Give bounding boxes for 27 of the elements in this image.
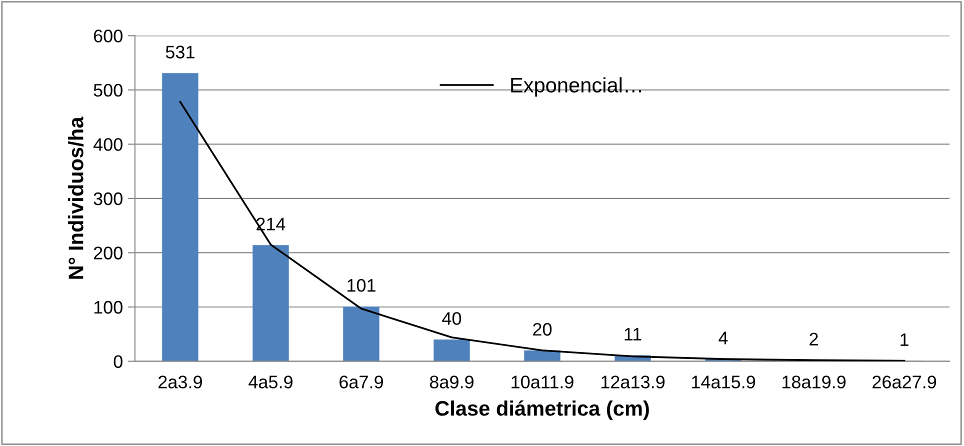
data-label: 11 [624, 328, 642, 340]
y-tick-label: 400 [93, 138, 122, 151]
x-axis-title: Clase diámetrica (cm) [435, 400, 649, 420]
data-label: 531 [166, 46, 194, 58]
data-label: 2 [810, 332, 818, 346]
data-label: 1 [900, 333, 908, 346]
legend-label: Exponencial… [511, 77, 641, 97]
y-tick-label: 500 [94, 84, 122, 97]
x-tick-label: 10a11.9 [512, 376, 574, 388]
x-tick-label: 26a27.9 [872, 376, 936, 388]
x-tick-label: 2a3.9 [158, 376, 202, 388]
x-tick-label: 14a15.9 [692, 376, 756, 388]
data-label: 40 [442, 312, 462, 325]
data-label: 101 [348, 278, 376, 292]
x-tick-label: 18a19.9 [782, 376, 846, 388]
y-tick-label: 600 [94, 30, 122, 42]
y-tick-label: 200 [94, 246, 122, 260]
x-tick-label: 12a13.9 [602, 376, 665, 388]
y-tick-label: 100 [94, 300, 122, 314]
x-tick-label: 6a7.9 [340, 376, 383, 388]
y-tick-label: 300 [94, 192, 122, 206]
y-axis-title: N° Individuos/ha [68, 116, 84, 279]
y-tick-label: 0 [114, 355, 122, 368]
x-tick-label: 4a5.9 [248, 376, 292, 388]
data-label: 4 [718, 332, 728, 344]
x-tick-label: 8a9.9 [430, 376, 474, 388]
data-label: 20 [533, 322, 552, 336]
